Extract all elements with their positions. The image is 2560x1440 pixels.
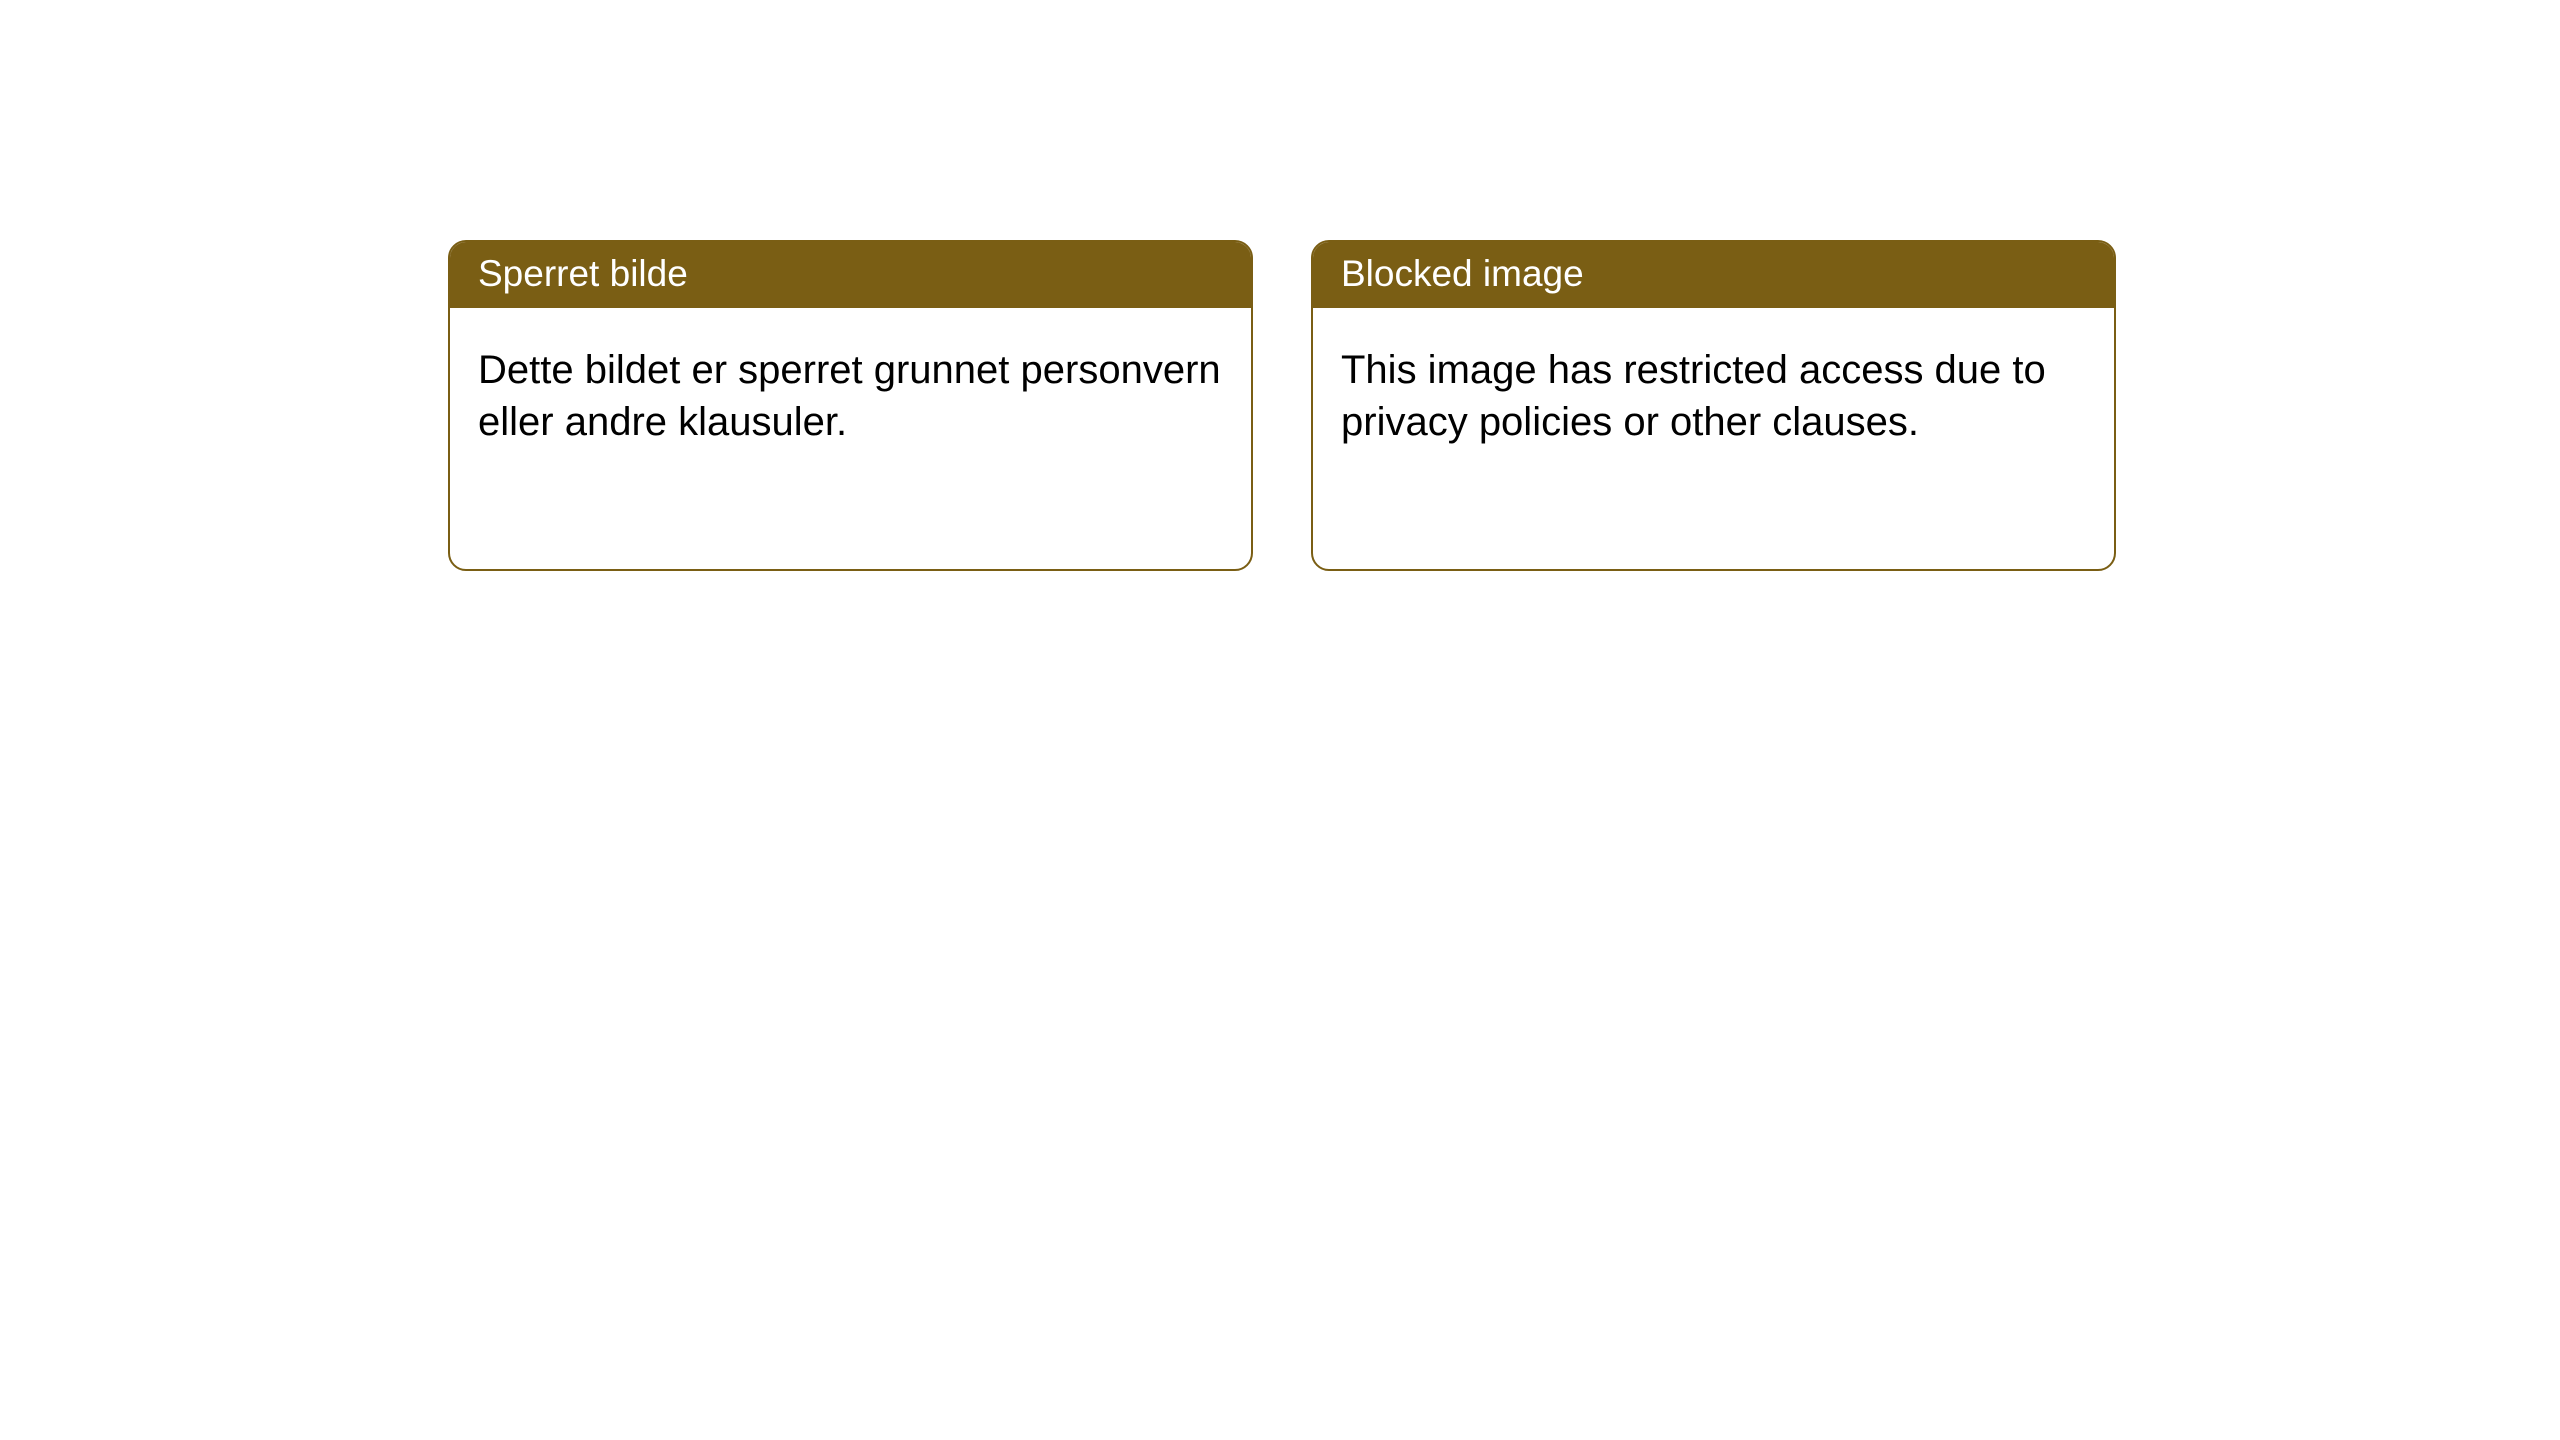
notice-header-en: Blocked image [1313,242,2114,308]
notice-header-no: Sperret bilde [450,242,1251,308]
notice-container: Sperret bilde Dette bildet er sperret gr… [0,0,2560,571]
notice-card-en: Blocked image This image has restricted … [1311,240,2116,571]
notice-body-en: This image has restricted access due to … [1313,308,2114,476]
notice-card-no: Sperret bilde Dette bildet er sperret gr… [448,240,1253,571]
notice-body-no: Dette bildet er sperret grunnet personve… [450,308,1251,476]
